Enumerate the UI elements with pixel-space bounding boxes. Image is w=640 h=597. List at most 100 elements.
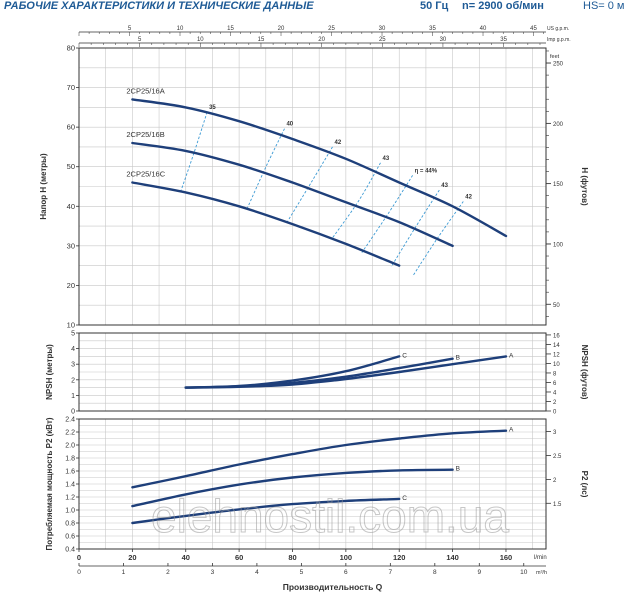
y-tick-label: 1.0 [65, 508, 75, 515]
us-gpm-tick-label: 40 [480, 26, 487, 32]
x2-tick-label: 5 [300, 569, 304, 576]
y-tick-label: 2.4 [65, 417, 75, 424]
series-label: 2CP25/16B [126, 130, 164, 139]
x-tick-label: 160 [500, 553, 513, 562]
y-tick-label: 0.6 [65, 534, 75, 541]
y-tick-label: 0.8 [65, 521, 75, 528]
y-tick-label: 1 [71, 393, 75, 400]
right-tick-label: 50 [553, 303, 560, 309]
watermark-text: elehnostil.com.ua [151, 490, 509, 542]
x-axis-label: Производительность Q [283, 582, 383, 592]
right-tick-label: 100 [553, 242, 564, 248]
imp-gpm-tick-label: 5 [138, 37, 142, 43]
y2-axis-label: H (футов) [580, 167, 589, 206]
y-tick-label: 1.6 [65, 469, 75, 476]
y-tick-label: 30 [67, 241, 75, 250]
us-gpm-tick-label: 15 [227, 26, 234, 32]
power-panel: 0.4 0.6 0.8 1.0 1.2 1.4 1.6 1.8 2.0 2.2 2.4 1.5 2 2.5… [45, 417, 589, 593]
right-tick-label: 4 [553, 390, 557, 396]
y-tick-label: 4 [71, 346, 75, 353]
series-line [131, 98, 508, 238]
series-line [184, 355, 401, 389]
y-tick-label: 70 [67, 83, 75, 92]
x2-tick-label: 2 [166, 569, 170, 576]
series-line [131, 497, 401, 525]
us-gpm-tick-label: 10 [177, 26, 184, 32]
efficiency-line [246, 128, 285, 209]
efficiency-line [286, 146, 333, 223]
x-tick-label: 0 [77, 553, 81, 562]
right-tick-label: 16 [553, 333, 560, 339]
right-tick-label: 250 [553, 62, 564, 68]
efficiency-label: 42 [335, 140, 342, 146]
right-tick-label: 14 [553, 343, 560, 349]
efficiency-line [361, 175, 413, 253]
right-tick-label: 150 [553, 182, 564, 188]
y-tick-label: 0 [71, 409, 75, 416]
x-tick-label: 100 [340, 553, 353, 562]
y-tick-label: 60 [67, 123, 75, 132]
page-title: РАБОЧИЕ ХАРАКТЕРИСТИКИ И ТЕХНИЧЕСКИЕ ДАН… [4, 0, 314, 12]
x2-tick-label: 6 [344, 569, 348, 576]
y-tick-label: 1.8 [65, 456, 75, 463]
x2-unit-label: m³/h [536, 570, 547, 576]
y-tick-label: 2 [71, 377, 75, 384]
series-label: 2CP25/16A [126, 86, 164, 95]
x-tick-label: 140 [446, 553, 459, 562]
x-tick-label: 20 [128, 553, 136, 562]
us-gpm-tick-label: 5 [128, 26, 132, 32]
us-gpm-tick-label: 20 [278, 26, 285, 32]
x2-tick-label: 4 [255, 569, 259, 576]
efficiency-label: 40 [286, 122, 293, 128]
plot-frame [78, 332, 547, 412]
us-gpm-tick-label: 45 [530, 26, 537, 32]
imp-gpm-unit: Imp g.p.m. [547, 37, 571, 43]
right-tick-label: 0 [553, 410, 557, 416]
us-gpm-unit: US g.p.m. [547, 26, 569, 32]
y-axis-label: NPSH (метры) [45, 344, 54, 400]
series-label: C [402, 495, 407, 502]
series-label: A [509, 427, 514, 434]
us-gpm-tick-label: 25 [328, 26, 335, 32]
right-tick-label: 2 [553, 478, 557, 484]
x2-tick-label: 7 [389, 569, 393, 576]
series-label: B [456, 355, 460, 362]
plot-frame [78, 47, 547, 326]
y-tick-label: 0.4 [65, 547, 75, 554]
right-tick-label: 1.5 [553, 502, 562, 508]
x2-tick-label: 1 [122, 569, 126, 576]
x-unit-label: l/min [534, 555, 547, 561]
x-tick-label: 60 [235, 553, 243, 562]
y-tick-label: 3 [71, 362, 75, 369]
y2-axis-label: NPSH (футов) [580, 345, 589, 400]
imp-gpm-tick-label: 25 [379, 37, 386, 43]
efficiency-label: 43 [383, 156, 390, 162]
us-gpm-tick-label: 35 [429, 26, 436, 32]
x2-tick-label: 9 [477, 569, 481, 576]
right-tick-label: 6 [553, 381, 557, 387]
x-tick-label: 120 [393, 553, 406, 562]
y-tick-label: 1.2 [65, 495, 75, 502]
x2-tick-label: 0 [77, 569, 81, 576]
x-tick-label: 40 [182, 553, 190, 562]
right-tick-label: 2 [553, 400, 557, 406]
series-label: A [509, 352, 514, 359]
y-tick-label: 2.2 [65, 430, 75, 437]
efficiency-label: 42 [465, 195, 472, 201]
right-tick-label: 8 [553, 371, 557, 377]
frequency-label: 50 Гц [420, 0, 449, 12]
right-unit-label: feet [550, 54, 560, 60]
right-tick-label: 2.5 [553, 454, 562, 460]
imp-gpm-tick-label: 30 [440, 37, 447, 43]
efficiency-label: 35 [209, 105, 216, 111]
efficiency-label: η = 44% [415, 168, 438, 174]
right-tick-label: 12 [553, 352, 560, 358]
us-gpm-tick-label: 30 [379, 26, 386, 32]
head-panel: 10 20 30 40 50 60 70 80 feet 50 100 150 200 250 Напор … [39, 26, 589, 330]
y-tick-label: 2.0 [65, 443, 75, 450]
series-line [131, 181, 401, 267]
series-line [131, 468, 454, 508]
y-tick-label: 5 [71, 331, 75, 338]
